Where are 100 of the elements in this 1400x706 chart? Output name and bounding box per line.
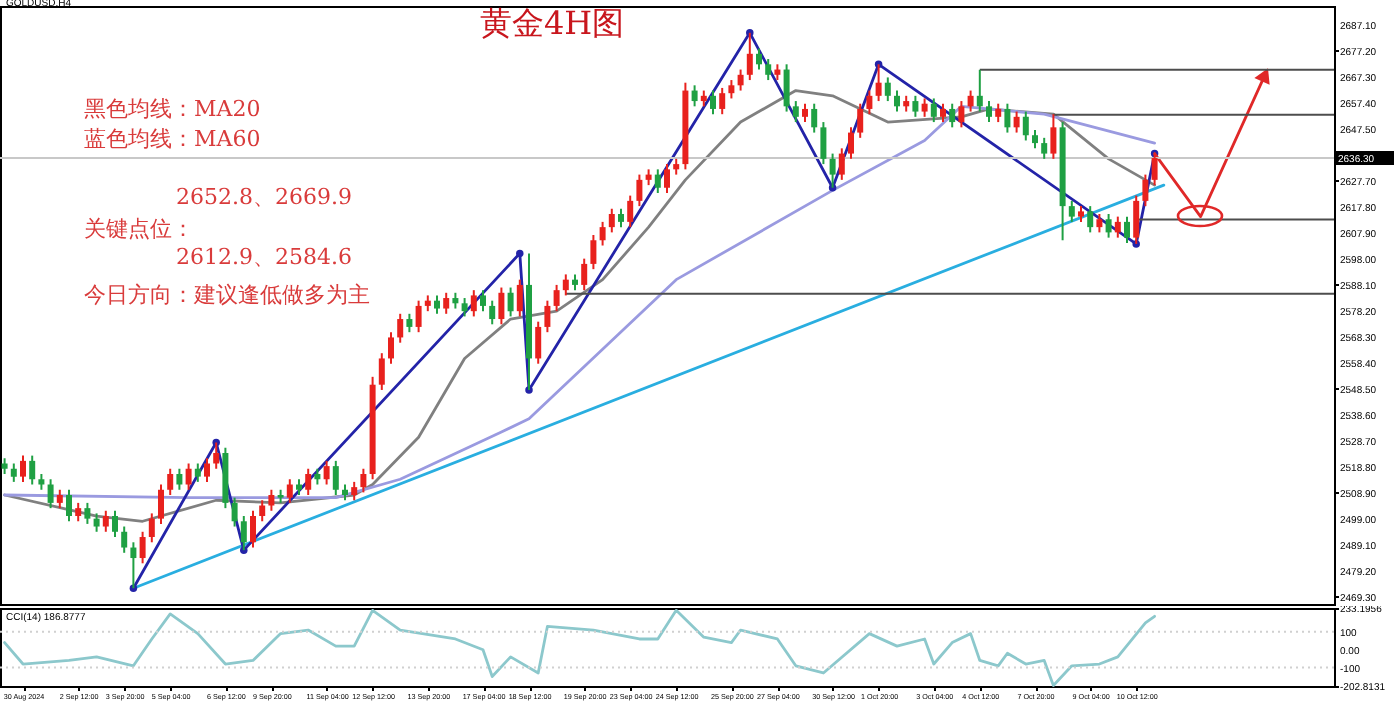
candlestick: [470, 289, 477, 318]
candlestick: [636, 173, 643, 208]
candlestick: [627, 194, 634, 229]
candlestick: [884, 76, 891, 103]
candlestick: [167, 467, 174, 497]
candlestick: [1050, 113, 1057, 160]
candlestick: [976, 68, 983, 113]
candlestick: [29, 454, 36, 486]
candlestick: [84, 501, 91, 525]
candlestick: [121, 525, 128, 554]
candlestick: [231, 496, 238, 528]
candlestick: [112, 509, 118, 539]
candlestick: [461, 297, 468, 318]
candlestick: [995, 102, 1002, 124]
candlestick: [958, 100, 965, 129]
candlestick: [250, 509, 256, 549]
candlestick: [719, 86, 726, 116]
candlestick: [765, 58, 772, 82]
candlestick: [940, 102, 946, 124]
candlestick: [1105, 213, 1112, 239]
candlestick: [213, 441, 220, 470]
candlestick: [866, 89, 873, 116]
candlestick: [829, 152, 836, 189]
candlestick: [489, 299, 496, 326]
candlestick: [986, 100, 992, 124]
candlestick: [654, 168, 661, 194]
candlestick: [857, 102, 864, 139]
candlestick: [1004, 102, 1011, 134]
candlestick: [443, 291, 450, 315]
candlestick: [811, 102, 818, 134]
candlestick: [66, 488, 72, 523]
annotation: 今日方向：建议逢低做多为主: [84, 282, 370, 308]
candlestick: [802, 102, 808, 124]
candlestick: [20, 454, 26, 483]
candlestick: [590, 234, 597, 271]
annotation: 2612.9、2584.6: [176, 244, 352, 270]
candlestick: [967, 89, 974, 113]
candlestick: [93, 512, 100, 533]
candlestick: [912, 94, 919, 118]
candlestick: [397, 312, 404, 344]
candlestick: [185, 462, 192, 491]
candlestick: [360, 467, 367, 494]
candlestick: [581, 257, 588, 292]
annotation: 黑色均线：MA20: [84, 96, 261, 122]
line-series: [3, 608, 1156, 687]
candlestick: [783, 63, 790, 113]
candlestick: [737, 68, 744, 92]
candlestick: [204, 457, 210, 483]
point: [516, 249, 524, 258]
candlestick: [148, 512, 155, 544]
annotation: 蓝色均线：MA60: [84, 126, 261, 152]
candlestick: [507, 286, 514, 318]
candlestick: [47, 478, 54, 510]
candlestick: [259, 499, 266, 523]
candlestick: [176, 467, 183, 491]
candlestick: [1142, 173, 1149, 208]
candlestick: [415, 299, 422, 334]
candlestick: [480, 289, 486, 313]
candlestick: [1068, 199, 1075, 223]
candlestick: [1124, 215, 1130, 244]
candlestick: [562, 273, 569, 297]
candlestick: [599, 220, 606, 247]
candlestick: [10, 462, 17, 483]
candlestick: [756, 47, 762, 71]
candlestick: [378, 352, 385, 391]
candlestick: [498, 286, 505, 326]
candlestick: [1013, 110, 1020, 134]
annotation: 2652.8、2669.9: [176, 184, 352, 210]
candlestick: [875, 63, 882, 103]
candlestick: [1096, 213, 1103, 234]
candlestick: [894, 89, 900, 113]
candlestick: [102, 509, 109, 533]
candlestick: [710, 89, 716, 116]
candlestick: [139, 530, 146, 565]
candlestick: [516, 278, 523, 318]
candlestick: [194, 462, 201, 483]
candlestick: [848, 126, 854, 160]
chart-title: 黄金4H图: [480, 4, 625, 42]
candlestick: [305, 467, 312, 497]
candlestick: [1041, 136, 1048, 160]
candlestick: [434, 294, 440, 315]
candlestick: [158, 483, 164, 525]
candlestick: [1087, 205, 1094, 234]
candlestick: [728, 79, 735, 100]
candlestick: [618, 207, 624, 229]
candlestick: [1032, 128, 1038, 150]
candlestick: [56, 488, 63, 510]
candlestick: [351, 480, 358, 502]
candlestick: [535, 320, 542, 365]
candlestick: [553, 283, 560, 313]
candlestick: [1022, 110, 1029, 142]
candlestick: [268, 488, 275, 512]
candlestick: [949, 102, 956, 129]
candlestick: [691, 84, 698, 108]
candlestick: [323, 459, 330, 486]
annotation: 关键点位：: [84, 216, 194, 242]
candlestick: [608, 207, 615, 234]
candlestick: [1114, 215, 1121, 239]
candlestick: [332, 459, 339, 497]
candlestick: [792, 100, 799, 124]
